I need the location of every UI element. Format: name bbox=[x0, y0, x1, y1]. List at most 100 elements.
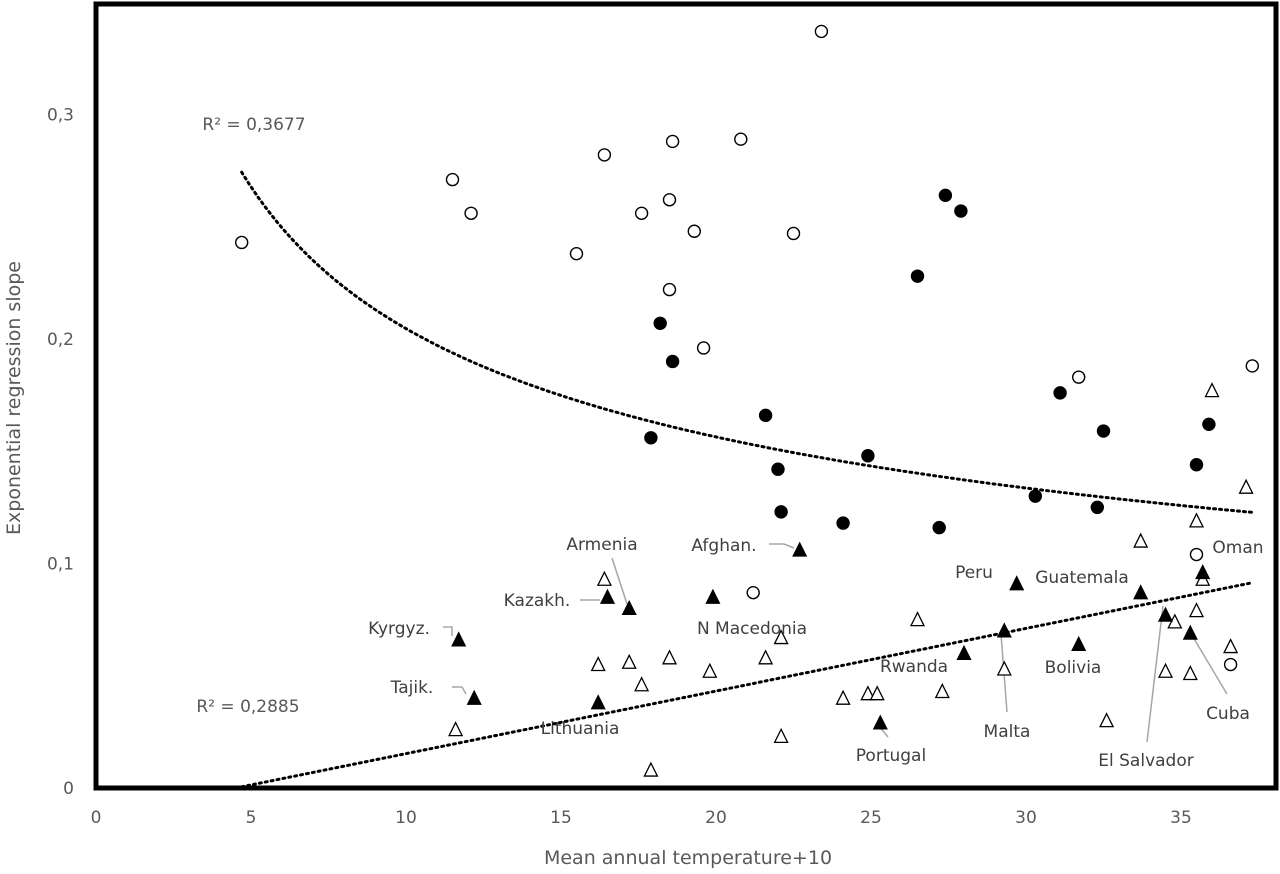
open-circle-point bbox=[234, 235, 249, 250]
x-tick-label: 20 bbox=[705, 808, 727, 828]
y-tick-label: 0 bbox=[63, 779, 74, 799]
r-squared-labels: R² = 0,3677 R² = 0,2885 bbox=[196, 115, 305, 717]
country-label: Rwanda bbox=[880, 657, 948, 677]
open-triangle-point bbox=[934, 683, 950, 699]
open-circle-point bbox=[1223, 657, 1238, 672]
open-circle-point bbox=[662, 282, 677, 297]
filled-circle-point bbox=[771, 462, 785, 476]
country-label: Kazakh. bbox=[504, 591, 571, 611]
filled-triangle-point bbox=[590, 694, 606, 710]
power-trendline bbox=[240, 170, 1254, 514]
open-circle-point bbox=[1071, 370, 1086, 384]
filled-triangle-point bbox=[621, 599, 637, 616]
open-triangle-point bbox=[758, 649, 774, 665]
open-triangle-point bbox=[1204, 382, 1220, 398]
x-tick-label: 0 bbox=[91, 808, 102, 828]
x-tick-label: 10 bbox=[395, 808, 417, 828]
country-label: Peru bbox=[955, 563, 993, 583]
open-triangle-point bbox=[1188, 512, 1205, 528]
filled-circle-point bbox=[653, 316, 667, 330]
open-circle-point bbox=[662, 193, 677, 207]
leader-line bbox=[1146, 605, 1164, 743]
open-circle-point bbox=[814, 24, 829, 39]
open-triangle-point bbox=[1238, 478, 1254, 494]
filled-triangle-point bbox=[1133, 584, 1149, 600]
leader-line bbox=[769, 543, 795, 549]
open-triangle-point bbox=[860, 685, 876, 701]
x-tick-label: 15 bbox=[550, 808, 572, 828]
x-tick-label: 35 bbox=[1170, 808, 1192, 828]
open-triangle-point bbox=[661, 649, 678, 665]
open-circle-point bbox=[445, 172, 460, 187]
open-circle-point bbox=[786, 226, 801, 241]
y-tick-labels: 0 0,1 0,2 0,3 bbox=[47, 106, 74, 800]
filled-triangle-point bbox=[451, 631, 467, 647]
open-triangle-point bbox=[996, 660, 1012, 676]
country-label: Cuba bbox=[1206, 704, 1250, 724]
filled-circle-point bbox=[774, 505, 788, 519]
y-tick-label: 0,3 bbox=[47, 106, 74, 126]
country-annotations: Armenia Kazakh. Kyrgyz. Tajik. Lithuania Afgh… bbox=[368, 535, 1263, 771]
open-circle-point bbox=[1245, 359, 1260, 373]
filled-triangle-point bbox=[792, 541, 808, 557]
linear-r-squared-label: R² = 0,2885 bbox=[196, 697, 299, 717]
filled-triangle-point bbox=[1071, 635, 1087, 651]
filled-triangle-point bbox=[1195, 564, 1211, 580]
country-label: Portugal bbox=[856, 746, 926, 766]
filled-triangle-point bbox=[1157, 606, 1174, 622]
open-circle-point bbox=[1189, 547, 1204, 562]
open-triangle-point bbox=[448, 721, 464, 737]
country-label: Bolivia bbox=[1045, 658, 1102, 678]
trendlines bbox=[240, 170, 1254, 788]
country-label: Oman bbox=[1212, 538, 1263, 558]
open-circle-point bbox=[696, 341, 711, 355]
leader-line bbox=[1189, 631, 1228, 695]
open-triangle-point bbox=[643, 761, 659, 777]
filled-circle-point bbox=[1090, 500, 1105, 515]
country-label: N Macedonia bbox=[697, 619, 807, 639]
y-axis-title: Exponential regression slope bbox=[3, 261, 25, 535]
open-triangle-point bbox=[1182, 665, 1198, 681]
filled-triangle-point bbox=[1009, 575, 1025, 591]
filled-circle-point bbox=[861, 449, 875, 463]
plot-frame bbox=[93, 1, 1279, 791]
open-triangle-point bbox=[773, 629, 789, 645]
filled-circle-point bbox=[938, 188, 953, 203]
open-triangle-point bbox=[909, 611, 926, 627]
data-points bbox=[234, 24, 1260, 777]
filled-triangle-point bbox=[956, 644, 972, 660]
country-label: Malta bbox=[984, 722, 1031, 742]
open-triangle-point bbox=[773, 727, 789, 744]
annotation-leader-lines bbox=[443, 543, 1228, 743]
power-r-squared-label: R² = 0,3677 bbox=[202, 115, 305, 135]
country-label: Armenia bbox=[566, 535, 637, 555]
open-circle-point bbox=[665, 134, 680, 149]
open-circle-point bbox=[746, 585, 760, 600]
open-triangle-point bbox=[702, 662, 718, 678]
leader-line bbox=[443, 626, 453, 636]
country-label: Tajik. bbox=[390, 678, 434, 698]
open-triangle-point bbox=[869, 685, 885, 701]
country-label: Kyrgyz. bbox=[368, 619, 430, 639]
filled-circle-point bbox=[836, 516, 850, 530]
country-label: Guatemala bbox=[1035, 568, 1129, 588]
country-label: Lithuania bbox=[541, 719, 620, 739]
filled-triangle-point bbox=[996, 622, 1012, 638]
x-tick-label: 30 bbox=[1015, 808, 1037, 828]
filled-circle-point bbox=[954, 204, 968, 218]
open-circle-point bbox=[734, 132, 748, 146]
open-circle-point bbox=[597, 148, 612, 162]
x-tick-label: 5 bbox=[246, 808, 257, 828]
open-triangle-point bbox=[1157, 662, 1174, 678]
open-triangle-point bbox=[1099, 712, 1115, 728]
filled-circle-point bbox=[665, 354, 680, 369]
y-tick-label: 0,1 bbox=[47, 555, 74, 575]
leader-line bbox=[611, 557, 628, 605]
leader-line bbox=[452, 686, 467, 695]
filled-triangle-point bbox=[705, 588, 721, 604]
filled-circle-point bbox=[758, 408, 773, 423]
filled-triangle-point bbox=[1182, 624, 1198, 640]
x-tick-labels: 0 5 10 15 20 25 30 35 bbox=[91, 808, 1192, 828]
filled-circle-point bbox=[644, 431, 658, 445]
